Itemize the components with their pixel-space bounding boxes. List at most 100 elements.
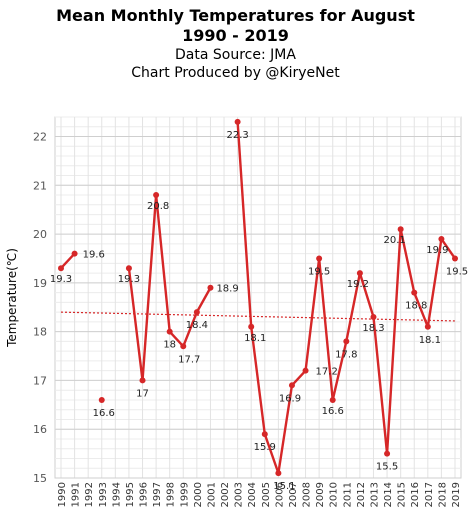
chart-source: Data Source: JMA [175,47,296,63]
data-label: 19.3 [50,274,72,285]
data-label: 15.1 [273,481,295,492]
chart-title: Mean Monthly Temperatures for August [56,6,415,25]
y-axis-label: Temperature(℃) [5,248,19,348]
data-point [180,343,187,350]
data-point [166,328,173,335]
chart-year-range: 1990 - 2019 [182,26,289,45]
data-point [343,338,350,345]
data-label: 18.3 [362,323,384,334]
data-label: 15.5 [376,462,398,473]
x-tick-label: 2009 [315,482,326,507]
y-tick-label: 17 [33,374,47,387]
data-label: 16.9 [279,393,301,404]
x-tick-label: 1993 [98,482,109,507]
data-label: 22.3 [226,130,248,141]
series-line [60,252,76,270]
y-tick-label: 21 [33,179,47,192]
x-tick-label: 1999 [179,482,190,507]
x-tick-label: 1994 [111,482,122,507]
x-tick-label: 2019 [451,482,462,507]
data-point [275,470,282,477]
x-tick-label: 2013 [369,482,380,507]
x-tick-label: 2016 [410,482,421,507]
data-label: 19.5 [308,266,330,277]
data-point [139,377,146,384]
y-tick-label: 16 [33,423,47,436]
data-point [397,226,404,233]
data-point [207,284,214,291]
x-tick-label: 2000 [193,482,204,507]
x-tick-label: 2015 [397,482,408,507]
data-point [424,323,431,330]
y-tick-label: 20 [33,228,47,241]
data-point [452,255,458,262]
data-label: 18.1 [244,333,266,344]
data-label: 20.8 [147,201,169,212]
data-label: 17.2 [316,367,338,378]
data-point [98,396,105,403]
x-tick-label: 2002 [220,482,231,507]
data-label: 17.8 [335,349,357,360]
data-point [193,309,200,316]
x-tick-label: 1996 [139,482,150,507]
x-tick-label: 2008 [302,482,313,507]
data-label: 17.7 [178,354,200,365]
y-tick-label: 15 [33,472,47,485]
x-tick-label: 2004 [247,482,258,507]
data-point [288,382,295,389]
x-tick-label: 2007 [288,482,299,507]
x-tick-label: 1998 [166,482,177,507]
y-tick-label: 22 [33,131,47,144]
x-tick-label: 2017 [424,482,435,507]
x-tick-label: 2005 [261,482,272,507]
x-tick-label: 1990 [57,482,68,507]
data-point [329,396,336,403]
x-tick-label: 2003 [234,482,245,507]
x-tick-label: 1991 [71,482,82,507]
x-tick-label: 1992 [84,482,95,507]
data-label: 18.9 [216,284,238,295]
data-point [302,367,309,374]
data-label: 17 [136,388,149,399]
data-label: 16.6 [93,408,115,419]
data-label: 18.1 [419,335,441,346]
data-point [411,289,418,296]
x-tick-label: 2014 [383,482,394,507]
data-point [261,431,268,438]
x-tick-label: 2018 [437,482,448,507]
x-tick-label: 2006 [274,482,285,507]
data-point [384,450,391,457]
data-label: 19.3 [118,274,140,285]
chart-titles: Mean Monthly Temperatures for August 199… [0,6,471,82]
data-point [316,255,323,262]
data-point [370,314,377,321]
data-point [356,270,363,277]
data-label: 19.2 [347,279,369,290]
x-tick-label: 2010 [329,482,340,507]
x-tick-label: 1997 [152,482,163,507]
data-point [248,323,255,330]
data-label: 15.9 [254,442,276,453]
data-point [58,265,64,272]
x-tick-label: 2001 [206,482,217,507]
data-label: 18.4 [186,320,208,331]
x-tick-label: 2011 [342,482,353,507]
data-point [234,118,241,125]
x-tick-label: 1995 [125,482,136,507]
data-label: 16.6 [322,406,344,417]
y-tick-label: 18 [33,326,47,339]
y-tick-label: 19 [33,277,47,290]
plot-area [54,116,462,479]
data-label: 20.1 [384,235,406,246]
data-label: 19.9 [426,245,448,256]
x-tick-label: 2012 [356,482,367,507]
trend-line [60,311,456,322]
data-label: 18.8 [405,301,427,312]
data-label: 18 [163,340,176,351]
data-point [153,192,160,199]
data-point [71,250,78,257]
data-label: 19.5 [446,266,468,277]
data-point [438,235,445,242]
data-point [125,265,132,272]
